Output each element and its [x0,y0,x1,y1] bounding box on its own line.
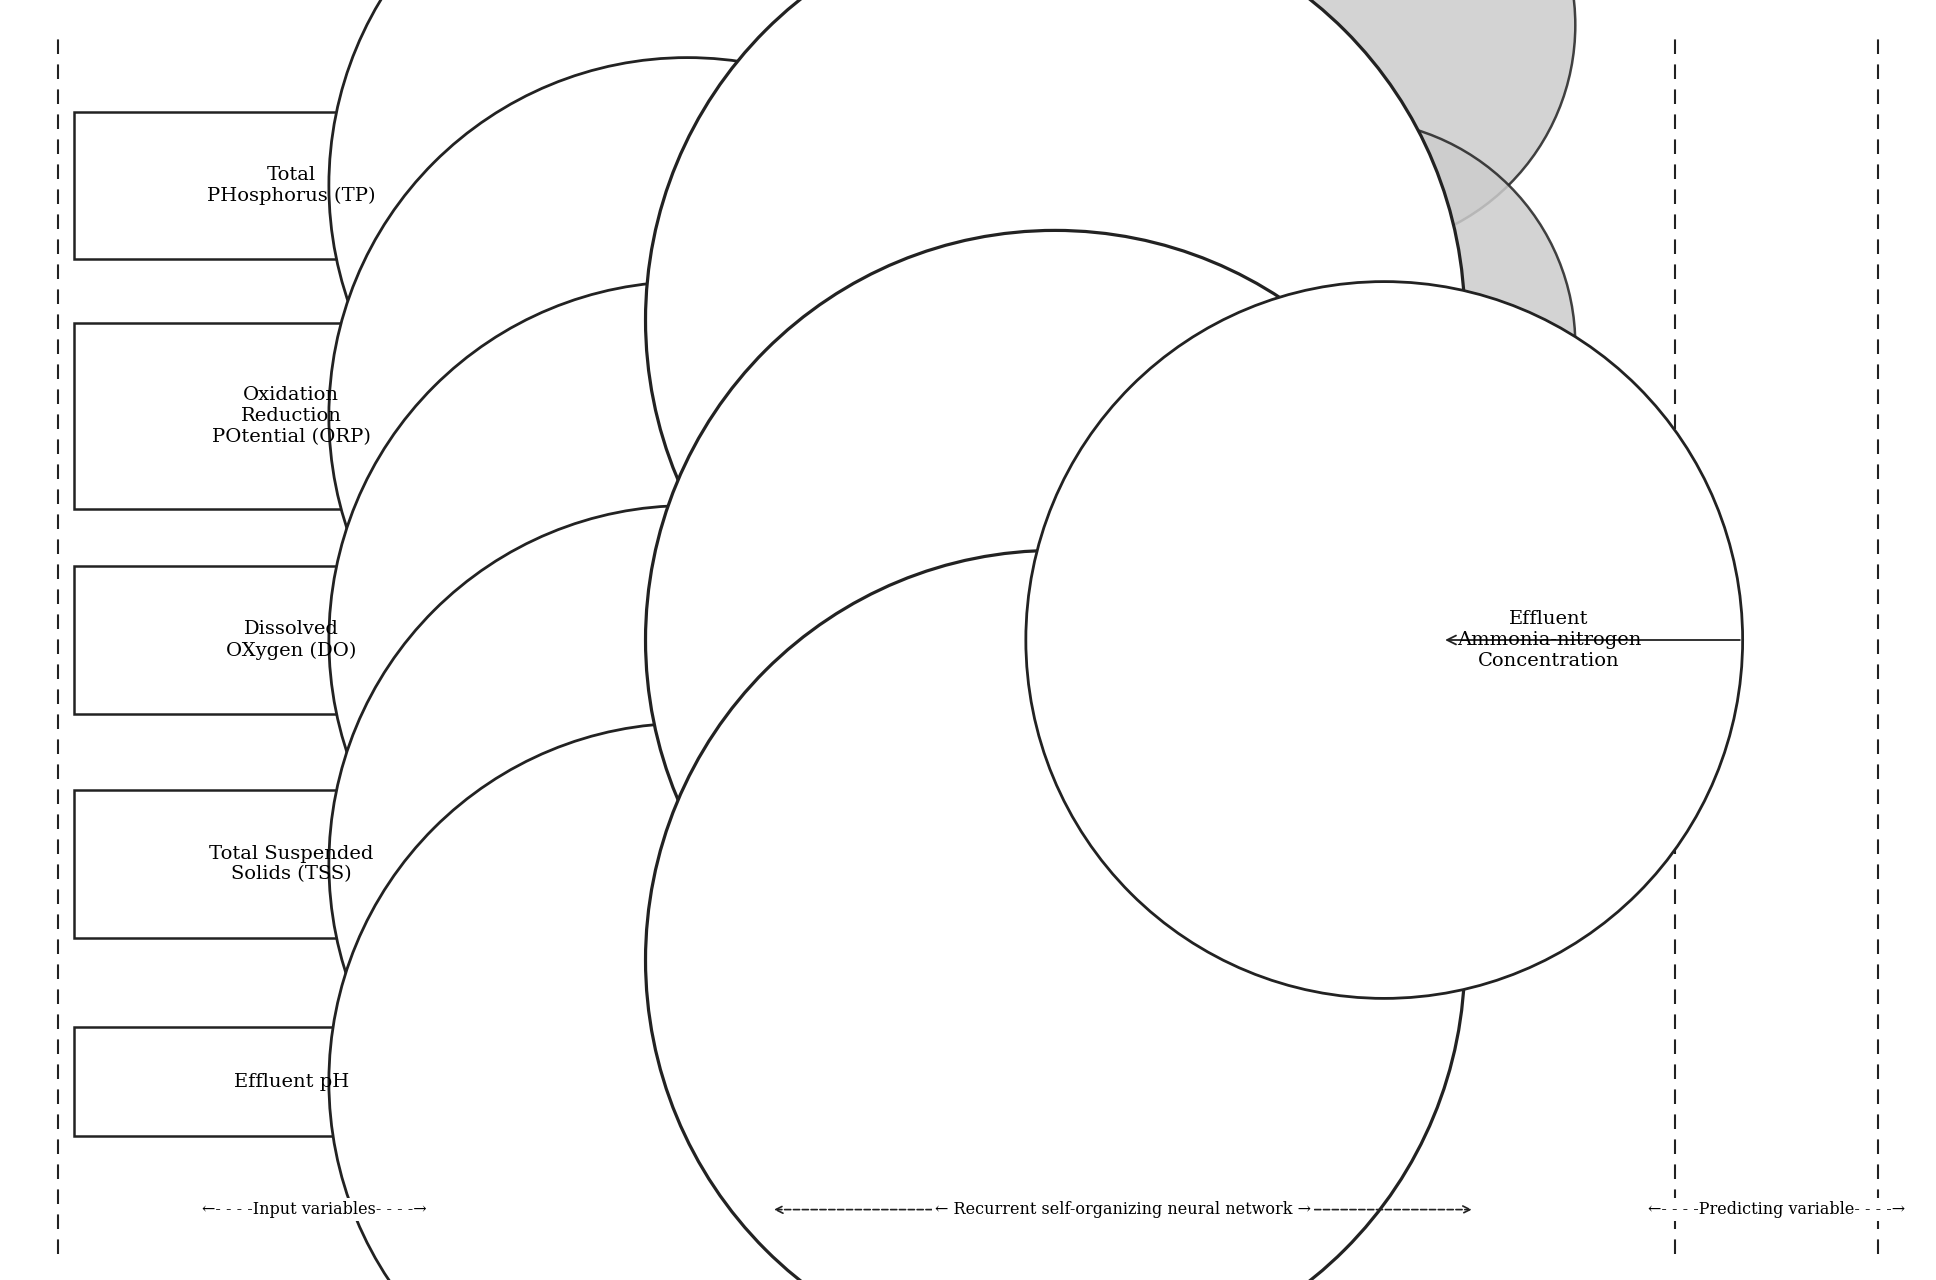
Circle shape [645,550,1466,1280]
Circle shape [329,0,1045,544]
Text: Oxidation
Reduction
POtential (ORP): Oxidation Reduction POtential (ORP) [211,387,372,445]
Circle shape [1125,120,1576,571]
Text: Dissolved
OXygen (DO): Dissolved OXygen (DO) [227,621,356,659]
Text: ← Recurrent self-organizing neural network →: ← Recurrent self-organizing neural netwo… [935,1201,1311,1219]
FancyBboxPatch shape [74,111,509,259]
Text: ←- - - -Input variables- - - -→: ←- - - -Input variables- - - -→ [201,1201,428,1219]
Circle shape [329,282,1045,998]
Circle shape [329,723,1045,1280]
Circle shape [329,58,1045,774]
Text: Effluent
Ammonia-nitrogen
Concentration: Effluent Ammonia-nitrogen Concentration [1456,611,1642,669]
Circle shape [1125,440,1576,891]
Circle shape [329,506,1045,1222]
FancyBboxPatch shape [74,790,509,937]
FancyBboxPatch shape [74,323,509,508]
FancyBboxPatch shape [74,1027,509,1137]
Circle shape [645,230,1466,1050]
Circle shape [1026,282,1742,998]
Circle shape [1125,0,1576,251]
FancyBboxPatch shape [1442,499,1655,781]
Text: Total
PHosphorus (TP): Total PHosphorus (TP) [207,166,376,205]
Text: Total Suspended
Solids (TSS): Total Suspended Solids (TSS) [209,845,374,883]
Text: ←- - - -Predicting variable- - - -→: ←- - - -Predicting variable- - - -→ [1648,1201,1905,1219]
Text: Effluent pH: Effluent pH [234,1073,348,1091]
FancyBboxPatch shape [74,566,509,713]
Circle shape [645,0,1466,730]
